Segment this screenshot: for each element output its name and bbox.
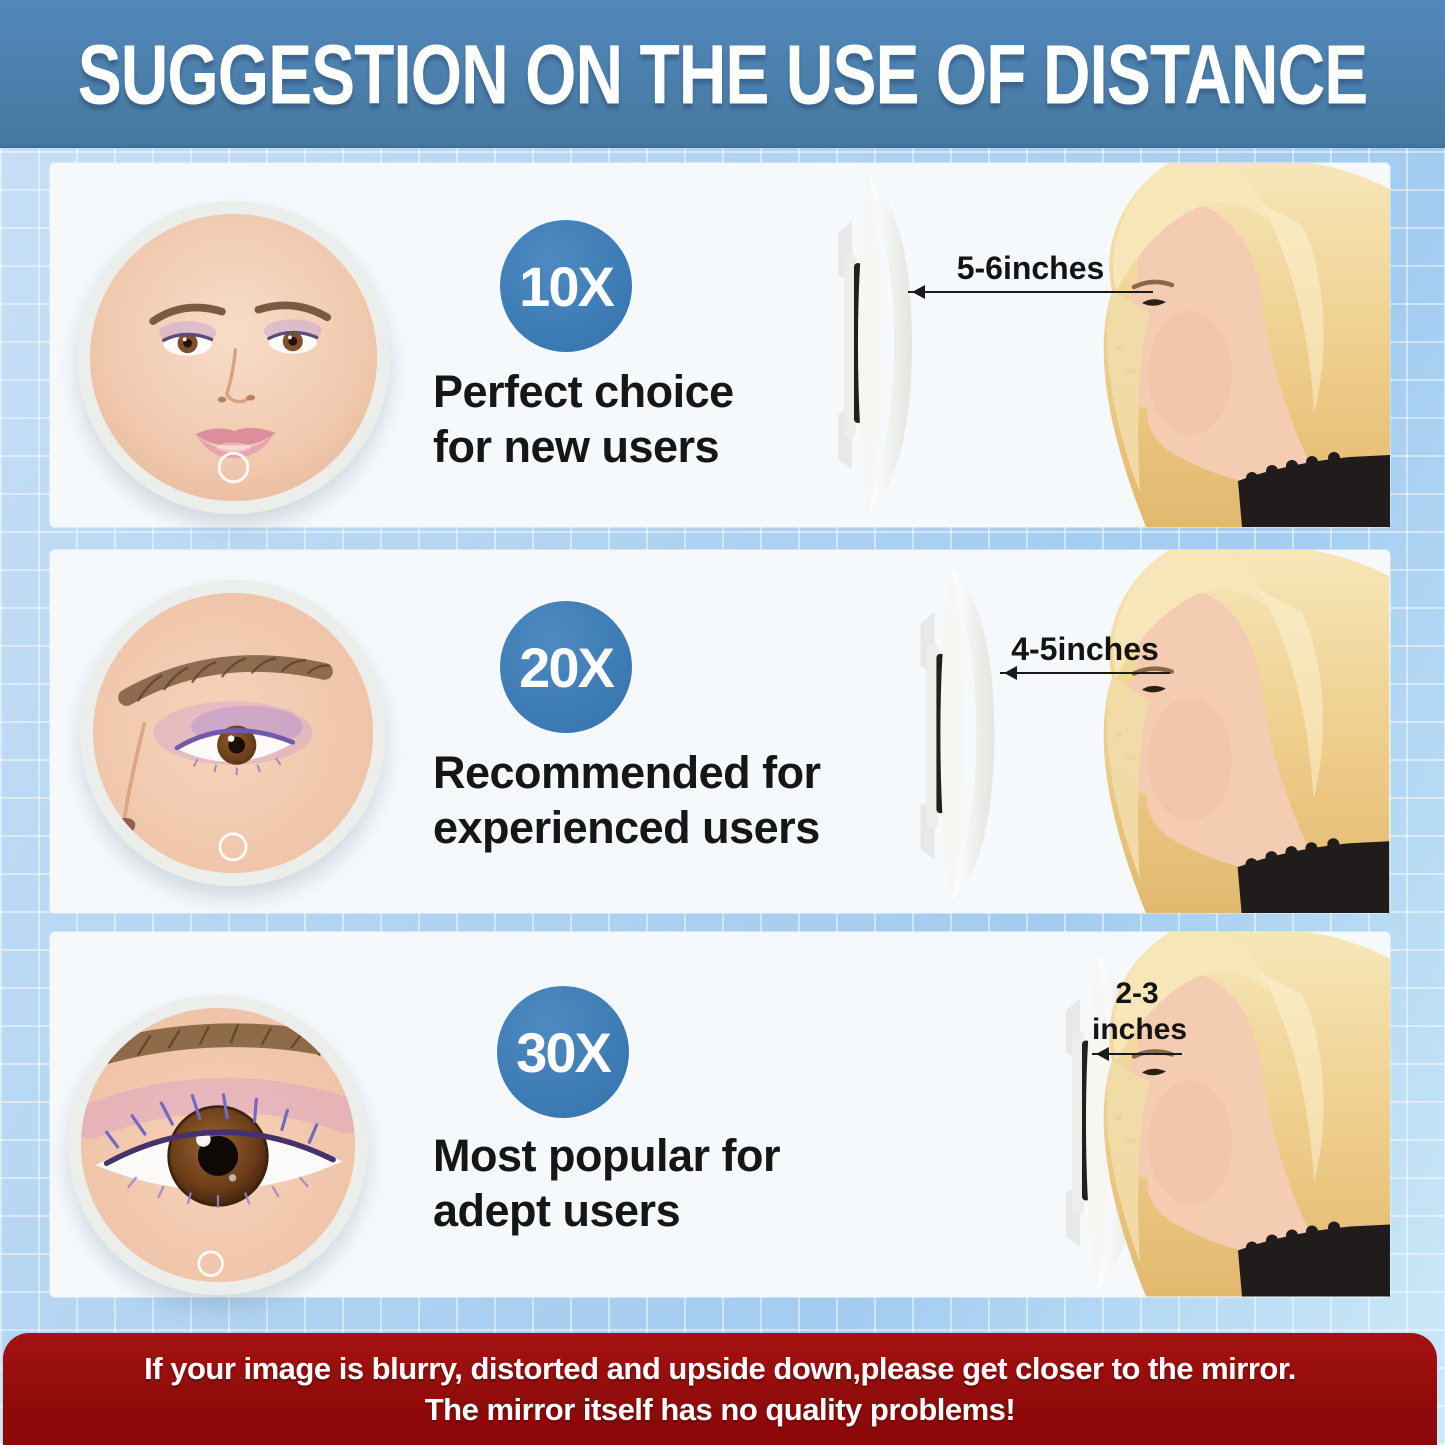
description-line2: adept users [433,1185,681,1236]
distance-line2: inches [1092,1013,1188,1046]
description-line1: Most popular for [433,1130,780,1181]
description-line1: Perfect choice [433,366,734,417]
touch-sensor-ring [197,1250,224,1277]
touch-sensor-ring [218,832,248,862]
distance-arrow-left-icon [1000,666,1170,680]
notice-line2: The mirror itself has no quality problem… [424,1392,1016,1427]
magnification-label: 30X [516,1020,612,1084]
usage-scene-svg [920,550,1390,913]
notice-line1: If your image is blurry, distorted and u… [144,1351,1296,1386]
quality-notice-banner: If your image is blurry, distorted and u… [3,1333,1437,1445]
magnified-view-photo-20x [80,580,386,886]
usage-scene-svg [1066,932,1390,1297]
page-title: SUGGESTION ON THE USE OF DISTANCE [77,26,1369,122]
distance-line1: 5-6inches [956,250,1105,286]
usage-scene-10x [790,163,1390,527]
magnification-badge-20x: 20X [500,601,632,733]
magnified-view-photo-30x [68,995,368,1295]
eyebrow-hairs [136,657,331,702]
magnification-label: 20X [519,635,615,699]
distance-label: 4-5inches [1000,630,1170,668]
section-description: Perfect choice for new users [433,364,734,474]
distance-arrow-left-icon [908,285,1153,299]
touch-sensor-ring [217,451,250,484]
section-20x: 20X Recommended for experienced users 4-… [50,550,1390,913]
lower-lashes [192,757,282,775]
title-banner: SUGGESTION ON THE USE OF DISTANCE [0,0,1445,148]
magnified-view-photo-10x [77,201,390,514]
section-10x: 10X Perfect choice for new users 5-6inch… [50,163,1390,527]
description-line2: experienced users [433,802,820,853]
upper-lashes [104,1093,319,1149]
usage-scene-20x [790,550,1390,913]
lower-lashes [127,1176,309,1209]
description-line1: Recommended for [433,747,821,798]
section-description: Most popular for adept users [433,1128,780,1238]
face-photo-30x [81,1008,355,1282]
distance-line1: 4-5inches [1011,631,1159,667]
face-photo-10x [90,214,377,501]
section-description: Recommended for experienced users [433,745,821,855]
distance-label: 5-6inches [908,249,1153,287]
usage-scene-30x [790,932,1390,1297]
magnification-badge-10x: 10X [500,220,632,352]
distance-line1: 2-3 [1115,977,1159,1010]
magnification-label: 10X [519,254,615,318]
description-line2: for new users [433,421,720,472]
face-photo-20x [93,593,373,873]
usage-scene-svg [838,163,1390,527]
distance-label: 2-3 inches [1092,976,1188,1048]
magnification-badge-30x: 30X [497,986,629,1118]
section-30x: 30X Most popular for adept users 2-3 inc… [50,932,1390,1297]
distance-arrow-left-icon [1092,1047,1182,1061]
